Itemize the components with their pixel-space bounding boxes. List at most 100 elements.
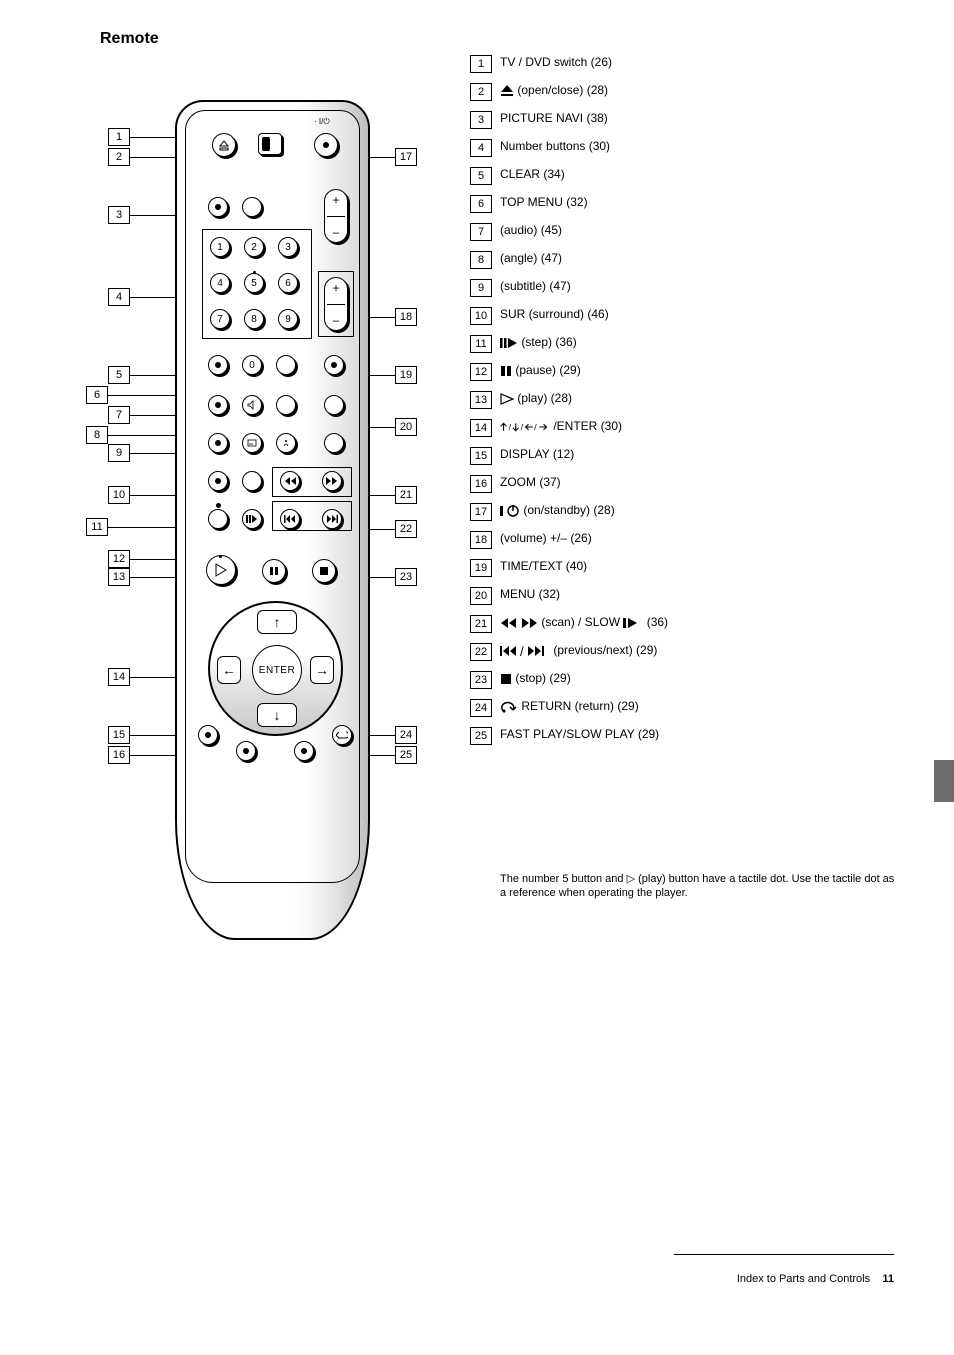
num-1[interactable]: 1: [210, 237, 230, 257]
tv-dvd-switch[interactable]: [258, 133, 282, 155]
num-7[interactable]: 7: [210, 309, 230, 329]
list-text: (volume) +/– (26): [500, 531, 900, 547]
btn-r2-2[interactable]: [242, 197, 262, 217]
scan-rev-button[interactable]: [280, 471, 300, 491]
btn-r7-3[interactable]: [276, 433, 296, 453]
zoom-button[interactable]: [236, 741, 256, 761]
scan-fwd-button[interactable]: [322, 471, 342, 491]
power-button[interactable]: [314, 133, 338, 157]
tactile-note: The number 5 button and ▷ (play) button …: [470, 870, 900, 901]
play-button[interactable]: [206, 555, 236, 585]
remote-inner: · I/⏻ + – 123456789: [185, 110, 360, 883]
btn-r8-2[interactable]: [242, 471, 262, 491]
callout-5: 5: [108, 366, 130, 384]
btn-r5-3[interactable]: [276, 355, 296, 375]
prev-button[interactable]: [280, 509, 300, 529]
dpad-down[interactable]: ↓: [257, 703, 297, 727]
display-button[interactable]: [198, 725, 218, 745]
eject-button[interactable]: [212, 133, 236, 157]
svg-text:/: /: [534, 422, 537, 432]
svg-text:/: /: [509, 422, 512, 432]
callout-14: 14: [108, 668, 130, 686]
list-item: 11 (step) (36): [470, 335, 900, 353]
list-text: (audio) (45): [500, 223, 900, 239]
num-6[interactable]: 6: [278, 273, 298, 293]
btn-r7-4[interactable]: [324, 433, 344, 453]
list-num: 17: [470, 503, 492, 521]
angle-button[interactable]: [208, 433, 228, 453]
prog-pill[interactable]: + –: [324, 189, 348, 243]
step-fwd-button[interactable]: [242, 509, 262, 529]
list-text: MENU (32): [500, 587, 900, 603]
list-text: TOP MENU (32): [500, 195, 900, 211]
list-text: TV / DVD switch (26): [500, 55, 900, 71]
page-tab: [934, 760, 954, 802]
svg-text:/: /: [520, 645, 524, 657]
num-2[interactable]: 2: [244, 237, 264, 257]
list-item: 12 (pause) (29): [470, 363, 900, 381]
list-item: 25FAST PLAY/SLOW PLAY (29): [470, 727, 900, 745]
callout-21: 21: [395, 486, 417, 504]
next-button[interactable]: [322, 509, 342, 529]
stop-button[interactable]: [312, 559, 336, 583]
time-text-button[interactable]: [324, 355, 344, 375]
list-num: 5: [470, 167, 492, 185]
top-menu-button[interactable]: [208, 395, 228, 415]
btn-r6-3[interactable]: [276, 395, 296, 415]
sur-button[interactable]: [208, 471, 228, 491]
audio-button[interactable]: [242, 395, 262, 415]
list-item: 19TIME/TEXT (40): [470, 559, 900, 577]
callout-11: 11: [86, 518, 108, 536]
menu-button[interactable]: [324, 395, 344, 415]
list-item: 9(subtitle) (47): [470, 279, 900, 297]
footer-divider: [674, 1254, 894, 1255]
list-item: 16ZOOM (37): [470, 475, 900, 493]
enter-button[interactable]: ENTER: [252, 645, 302, 695]
list-item: 4 Number buttons (30): [470, 139, 900, 157]
parts-list: 1TV / DVD switch (26)2 (open/close) (28)…: [470, 55, 900, 755]
page-number: 11: [882, 1273, 894, 1285]
callout-4: 4: [108, 288, 130, 306]
list-item: 17 (on/standby) (28): [470, 503, 900, 521]
callout-16: 16: [108, 746, 130, 764]
callout-8: 8: [86, 426, 108, 444]
list-text: PICTURE NAVI (38): [500, 111, 900, 127]
num-0[interactable]: 0: [242, 355, 262, 375]
list-text: /// /ENTER (30): [500, 419, 900, 435]
list-item: 14/// /ENTER (30): [470, 419, 900, 437]
dpad-right[interactable]: →: [310, 656, 334, 684]
callout-24: 24: [395, 726, 417, 744]
picture-navi-button[interactable]: [208, 197, 228, 217]
dpad-up[interactable]: ↑: [257, 610, 297, 634]
list-num: 23: [470, 671, 492, 689]
list-text: Number buttons (30): [500, 139, 900, 155]
num-8[interactable]: 8: [244, 309, 264, 329]
dpad-left[interactable]: ←: [217, 656, 241, 684]
footer: Index to Parts and Controls 11: [737, 1273, 894, 1285]
list-text: (subtitle) (47): [500, 279, 900, 295]
clear-button[interactable]: [208, 355, 228, 375]
list-num: 6: [470, 195, 492, 213]
step-big-button[interactable]: [208, 509, 228, 529]
num-9[interactable]: 9: [278, 309, 298, 329]
list-num: 11: [470, 335, 492, 353]
step-dot: [216, 503, 221, 508]
callout-10: 10: [108, 486, 130, 504]
num-5[interactable]: 5: [244, 273, 264, 293]
footer-label: Index to Parts and Controls: [737, 1273, 870, 1285]
list-num: 4: [470, 139, 492, 157]
pause-button[interactable]: [262, 559, 286, 583]
list-text: (pause) (29): [500, 363, 900, 379]
list-item: 10SUR (surround) (46): [470, 307, 900, 325]
dpad-ring: ↑ ↓ ← → ENTER: [208, 601, 343, 736]
callout-19: 19: [395, 366, 417, 384]
num-4[interactable]: 4: [210, 273, 230, 293]
return-button[interactable]: [332, 725, 352, 745]
num-3[interactable]: 3: [278, 237, 298, 257]
subtitle-button[interactable]: [242, 433, 262, 453]
list-text: (play) (28): [500, 391, 900, 407]
list-num: 21: [470, 615, 492, 633]
list-item: 7(audio) (45): [470, 223, 900, 241]
list-text: FAST PLAY/SLOW PLAY (29): [500, 727, 900, 743]
fastplay-button[interactable]: [294, 741, 314, 761]
